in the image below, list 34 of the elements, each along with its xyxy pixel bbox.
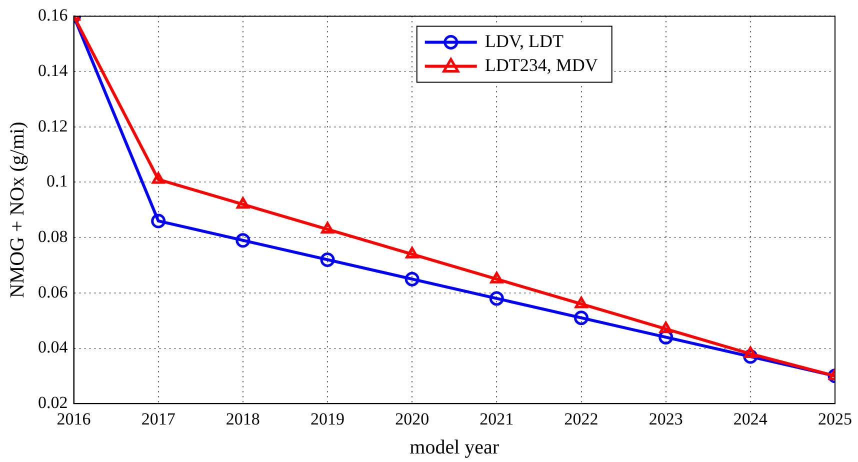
y-tick-label: 0.12 <box>38 116 68 136</box>
y-tick-label: 0.06 <box>38 282 68 302</box>
y-tick-label: 0.16 <box>38 6 68 25</box>
point <box>659 322 672 334</box>
point <box>490 272 504 284</box>
x-tick-label: 2018 <box>226 409 260 428</box>
point <box>321 222 334 234</box>
point <box>320 252 335 267</box>
point <box>152 172 165 184</box>
point <box>574 310 588 326</box>
legend-label: LDT234, MDV <box>484 54 598 75</box>
point <box>574 296 588 308</box>
y-tick-label: 0.08 <box>38 227 68 246</box>
x-tick-label: 2020 <box>395 409 430 428</box>
y-tick-label: 0.14 <box>38 61 68 80</box>
x-tick-label: 2022 <box>564 409 598 428</box>
point <box>236 197 250 209</box>
point <box>406 246 419 258</box>
point <box>151 214 166 228</box>
x-axis-title: model year <box>410 436 500 458</box>
legend-label: LDV, LDT <box>484 30 564 51</box>
point <box>404 272 420 286</box>
point <box>489 291 504 306</box>
x-tick-label: 2023 <box>648 409 683 428</box>
point <box>236 233 250 248</box>
x-tick-label: 2019 <box>310 409 344 428</box>
y-axis-title: NMOG + NOx (g/mi) <box>6 122 28 298</box>
x-tick-label: 2024 <box>733 409 768 428</box>
point <box>744 346 757 358</box>
x-tick-label: 2021 <box>480 409 514 428</box>
y-tick-label: 0.1 <box>46 172 68 191</box>
x-tick-label: 2025 <box>818 409 852 428</box>
y-tick-label: 0.04 <box>38 338 68 357</box>
x-tick-label: 2017 <box>141 409 176 428</box>
